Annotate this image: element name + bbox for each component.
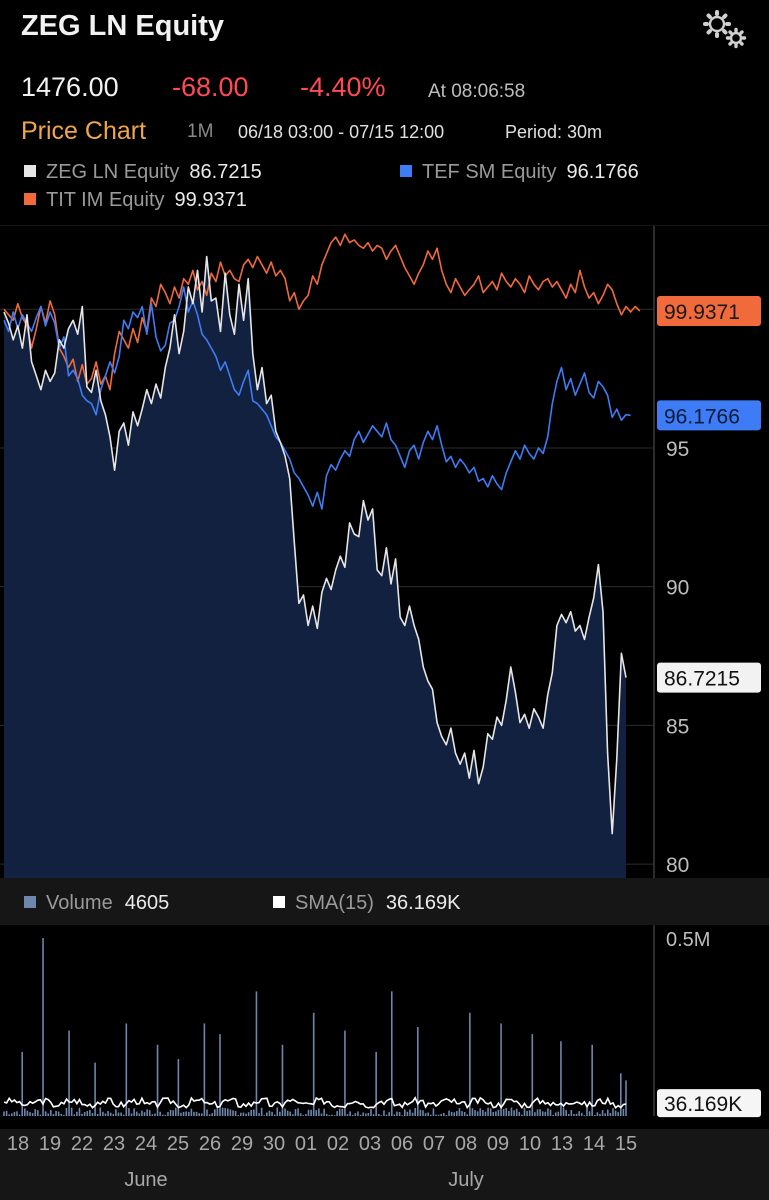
legend-name-tit: TIT IM Equity: [46, 189, 165, 211]
legend-swatch-tef: [400, 165, 412, 177]
sma-line: [3, 1096, 627, 1110]
x-tick-label: 13: [551, 1133, 573, 1155]
header-panel: [0, 0, 769, 225]
legend-value-tit: 99.9371: [174, 189, 247, 211]
volume-tick-label: 0.5M: [666, 929, 710, 951]
gear-icon[interactable]: [700, 8, 750, 50]
month-label: July: [448, 1169, 484, 1191]
y-tick-label: 85: [666, 715, 689, 738]
x-tick-label: 03: [359, 1133, 381, 1155]
legend-swatch-volume: [24, 896, 36, 908]
legend-name-zeg: ZEG LN Equity: [46, 161, 180, 183]
legend-sma[interactable]: SMA(15) 36.169K: [273, 892, 460, 915]
x-tick-label: 01: [295, 1133, 317, 1155]
x-tick-label: 24: [135, 1133, 157, 1155]
range-selector[interactable]: 1M: [187, 121, 214, 142]
x-tick-label: 19: [39, 1133, 61, 1155]
legend-swatch-zeg: [24, 165, 36, 177]
last-value-box-tit: [657, 295, 761, 326]
x-tick-label: 26: [199, 1133, 221, 1155]
legend-value-sma: 36.169K: [385, 892, 461, 914]
last-value-box-tef: [657, 400, 761, 431]
month-label: June: [124, 1169, 167, 1191]
last-value-box-zeg: [657, 662, 761, 693]
quote-time: At 08:06:58: [428, 81, 526, 102]
legend-value-tef: 96.1766: [566, 161, 639, 183]
legend-swatch-tit: [24, 193, 36, 205]
sma-last-label: 36.169K: [664, 1093, 742, 1116]
x-tick-label: 10: [519, 1133, 541, 1155]
volume-panel: [0, 925, 769, 1129]
legend-tit[interactable]: TIT IM Equity 99.9371: [24, 189, 247, 212]
x-tick-label: 15: [615, 1133, 637, 1155]
x-tick-label: 08: [455, 1133, 477, 1155]
x-tick-label: 29: [231, 1133, 253, 1155]
legend-name-volume: Volume: [46, 892, 113, 914]
percent-change: -4.40%: [300, 72, 386, 102]
net-change: -68.00: [172, 72, 249, 102]
x-tick-label: 23: [103, 1133, 125, 1155]
legend-swatch-sma: [273, 896, 285, 908]
legend-name-sma: SMA(15): [295, 892, 374, 914]
period-selector[interactable]: Period: 30m: [505, 122, 603, 142]
series-line-tit: [3, 233, 641, 391]
x-tick-label: 25: [167, 1133, 189, 1155]
date-range: 06/18 03:00 - 07/15 12:00: [238, 122, 445, 142]
sma-last-box: [657, 1089, 761, 1118]
x-tick-label: 09: [487, 1133, 509, 1155]
chart-header: Price Chart 1M 06/18 03:00 - 07/15 12:00…: [21, 117, 761, 149]
last-price: 1476.00: [21, 72, 119, 102]
series-line-tef: [3, 286, 631, 510]
y-tick-label: 80: [666, 854, 689, 877]
last-value-label-tef: 96.1766: [664, 405, 740, 428]
chart-title: Price Chart: [21, 117, 147, 145]
x-tick-label: 14: [583, 1133, 605, 1155]
x-tick-label: 06: [391, 1133, 413, 1155]
x-tick-label: 22: [71, 1133, 93, 1155]
series-line-zeg: [3, 255, 627, 835]
legend-name-tef: TEF SM Equity: [422, 161, 557, 183]
legend-zeg[interactable]: ZEG LN Equity 86.7215: [24, 161, 262, 184]
legend-tef[interactable]: TEF SM Equity 96.1766: [400, 161, 639, 184]
y-tick-label: 90: [666, 577, 689, 600]
x-tick-label: 07: [423, 1133, 445, 1155]
x-tick-label: 30: [263, 1133, 285, 1155]
last-value-label-tit: 99.9371: [664, 301, 740, 324]
y-tick-label: 95: [666, 438, 689, 461]
legend-value-volume: 4605: [124, 892, 170, 914]
quote-row: 1476.00 -68.00 -4.40% At 08:06:58: [21, 72, 761, 108]
x-tick-label: 18: [7, 1133, 29, 1155]
legend-value-zeg: 86.7215: [189, 161, 262, 183]
security-title: ZEG LN Equity: [21, 10, 224, 42]
legend-volume[interactable]: Volume 4605: [24, 892, 169, 915]
last-value-label-zeg: 86.7215: [664, 668, 740, 691]
area-zeg: [4, 256, 626, 878]
x-tick-label: 02: [327, 1133, 349, 1155]
